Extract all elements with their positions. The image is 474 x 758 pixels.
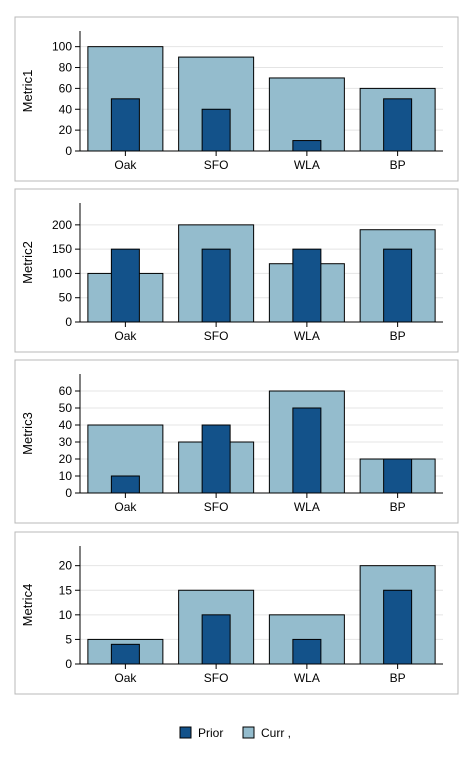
- x-tick-label: SFO: [204, 500, 229, 514]
- y-tick-label: 0: [65, 315, 72, 329]
- y-tick-label: 5: [65, 632, 72, 646]
- y-tick-label: 0: [65, 144, 72, 158]
- legend-item-1: Prior: [179, 726, 223, 740]
- x-tick-label: Oak: [114, 500, 137, 514]
- y-tick-label: 40: [59, 102, 73, 116]
- bar-prior-wla: [292, 248, 322, 323]
- legend-label: Curr ,: [261, 726, 291, 740]
- y-tick-label: 10: [59, 608, 73, 622]
- legend-swatch: [179, 726, 192, 739]
- bar-prior-sfo: [201, 108, 231, 152]
- y-tick-label: 150: [52, 242, 72, 256]
- y-tick-label: 60: [59, 384, 73, 398]
- y-tick-label: 15: [59, 583, 73, 597]
- y-axis-label: Metric1: [20, 70, 35, 113]
- x-tick-label: WLA: [294, 671, 320, 685]
- bar-prior-bp: [383, 458, 413, 494]
- y-axis-label: Metric3: [20, 412, 35, 455]
- x-tick-label: WLA: [294, 500, 320, 514]
- x-tick-label: WLA: [294, 329, 320, 343]
- bar-prior-wla: [292, 638, 322, 665]
- bar-prior-sfo: [201, 424, 231, 494]
- x-tick-label: BP: [390, 158, 406, 172]
- y-tick-label: 80: [59, 61, 73, 75]
- y-tick-label: 20: [59, 123, 73, 137]
- y-tick-label: 30: [59, 435, 73, 449]
- bar-prior-bp: [383, 248, 413, 323]
- y-tick-label: 100: [52, 266, 72, 280]
- x-tick-label: BP: [390, 671, 406, 685]
- legend-label: Prior: [198, 726, 223, 740]
- bar-prior-oak: [110, 98, 140, 152]
- y-tick-label: 50: [59, 291, 73, 305]
- x-tick-label: BP: [390, 500, 406, 514]
- bar-prior-sfo: [201, 248, 231, 323]
- chart-panel-3: 0 10 20 30 40 50 60 Metric3 Oak SFO WLA BP: [14, 359, 459, 524]
- y-tick-label: 60: [59, 81, 73, 95]
- bar-prior-oak: [110, 475, 140, 494]
- chart-panel-4: 0 5 10 15 20 Metric4 Oak SFO WLA BP: [14, 531, 459, 695]
- y-tick-label: 100: [52, 40, 72, 54]
- legend-item-2: Curr ,: [242, 726, 291, 740]
- chart-panel-1: 0 20 40 60 80 100 Metric1 Oak SFO WLA BP: [14, 16, 459, 182]
- bar-prior-oak: [110, 643, 140, 665]
- x-tick-label: SFO: [204, 671, 229, 685]
- y-tick-label: 0: [65, 486, 72, 500]
- y-tick-label: 200: [52, 218, 72, 232]
- bar-prior-bp: [383, 589, 413, 665]
- x-tick-label: Oak: [114, 671, 137, 685]
- y-tick-label: 40: [59, 418, 73, 432]
- y-tick-label: 20: [59, 452, 73, 466]
- bar-prior-sfo: [201, 614, 231, 665]
- y-tick-label: 0: [65, 657, 72, 671]
- x-tick-label: BP: [390, 329, 406, 343]
- x-tick-label: SFO: [204, 329, 229, 343]
- legend: Prior Curr ,: [179, 726, 291, 740]
- bar-prior-oak: [110, 248, 140, 323]
- y-axis-label: Metric2: [20, 241, 35, 284]
- x-tick-label: Oak: [114, 158, 137, 172]
- x-tick-label: Oak: [114, 329, 137, 343]
- y-axis-label: Metric4: [20, 584, 35, 627]
- y-tick-label: 10: [59, 469, 73, 483]
- chart-panel-2: 0 50 100 150 200 Metric2 Oak SFO WLA BP: [14, 188, 459, 353]
- legend-swatch: [242, 726, 255, 739]
- x-tick-label: SFO: [204, 158, 229, 172]
- bar-prior-wla: [292, 407, 322, 494]
- bar-prior-bp: [383, 98, 413, 152]
- x-tick-label: WLA: [294, 158, 320, 172]
- bar-curr-wla: [268, 77, 345, 152]
- y-tick-label: 50: [59, 401, 73, 415]
- bar-prior-wla: [292, 140, 322, 152]
- y-tick-label: 20: [59, 559, 73, 573]
